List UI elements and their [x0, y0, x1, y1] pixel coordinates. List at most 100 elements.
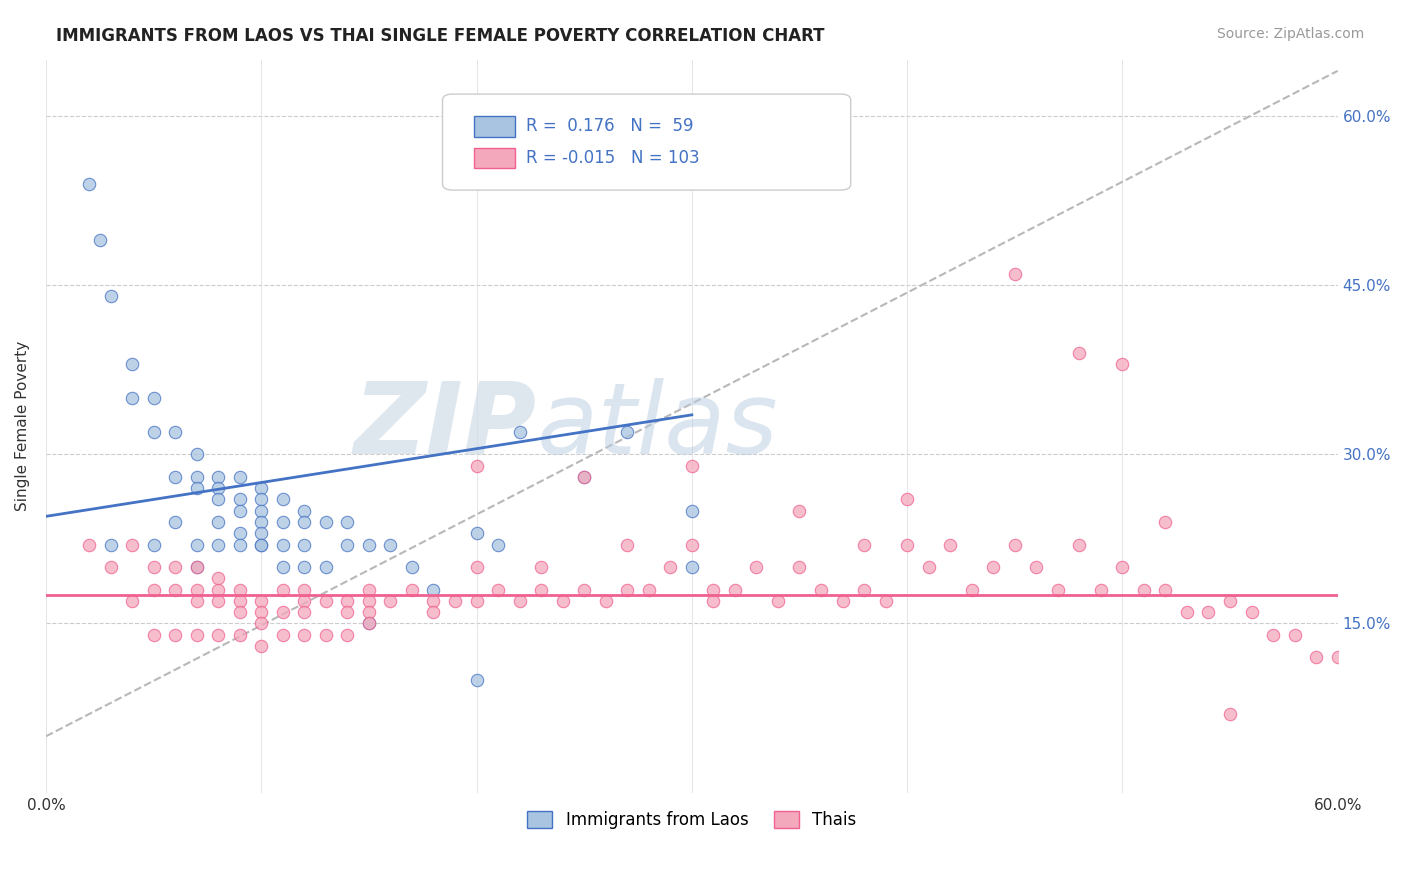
Point [1261, 628, 1284, 642]
Point [292, 515, 315, 529]
Point [681, 504, 703, 518]
Point [465, 458, 488, 473]
Point [250, 594, 273, 608]
Point [896, 537, 918, 551]
Point [1284, 628, 1306, 642]
Point [165, 425, 187, 439]
Point [1025, 560, 1047, 574]
Point [292, 504, 315, 518]
Point [165, 582, 187, 597]
Text: R = -0.015   N = 103: R = -0.015 N = 103 [526, 149, 700, 167]
Y-axis label: Single Female Poverty: Single Female Poverty [15, 341, 30, 511]
Point [207, 481, 229, 495]
Point [250, 515, 273, 529]
Point [444, 594, 467, 608]
Point [422, 605, 444, 619]
Point [616, 425, 638, 439]
Point [271, 515, 294, 529]
Point [142, 537, 165, 551]
Point [121, 594, 143, 608]
Point [100, 537, 122, 551]
Point [250, 537, 273, 551]
Point [1154, 515, 1177, 529]
Point [292, 594, 315, 608]
Point [207, 515, 229, 529]
Point [1069, 537, 1091, 551]
Point [186, 481, 208, 495]
Point [250, 481, 273, 495]
Point [186, 628, 208, 642]
Point [207, 470, 229, 484]
Point [595, 594, 617, 608]
Point [401, 582, 423, 597]
Point [551, 594, 574, 608]
Point [853, 537, 876, 551]
Point [530, 560, 553, 574]
Point [380, 594, 402, 608]
Point [315, 594, 337, 608]
Point [401, 560, 423, 574]
Point [228, 492, 250, 507]
Point [186, 560, 208, 574]
Point [142, 582, 165, 597]
Point [89, 233, 111, 247]
Point [336, 594, 359, 608]
Point [250, 616, 273, 631]
Point [357, 616, 380, 631]
Text: IMMIGRANTS FROM LAOS VS THAI SINGLE FEMALE POVERTY CORRELATION CHART: IMMIGRANTS FROM LAOS VS THAI SINGLE FEMA… [56, 27, 825, 45]
Point [142, 425, 165, 439]
Point [1004, 537, 1026, 551]
Point [572, 582, 595, 597]
Point [1175, 605, 1198, 619]
Point [917, 560, 939, 574]
Point [292, 628, 315, 642]
Point [810, 582, 832, 597]
Point [292, 537, 315, 551]
Point [228, 526, 250, 541]
Point [380, 537, 402, 551]
Point [271, 560, 294, 574]
Text: atlas: atlas [537, 377, 779, 475]
Point [357, 537, 380, 551]
Point [981, 560, 1004, 574]
Point [486, 537, 509, 551]
Point [165, 560, 187, 574]
Point [250, 504, 273, 518]
Point [336, 537, 359, 551]
Point [207, 628, 229, 642]
Point [165, 628, 187, 642]
Point [637, 582, 659, 597]
Point [896, 492, 918, 507]
Point [292, 582, 315, 597]
Point [228, 504, 250, 518]
Point [1004, 267, 1026, 281]
Point [250, 639, 273, 653]
Point [207, 582, 229, 597]
Point [681, 537, 703, 551]
Point [766, 594, 789, 608]
Point [1219, 594, 1241, 608]
Point [121, 357, 143, 371]
Point [228, 594, 250, 608]
Point [292, 560, 315, 574]
Point [1198, 605, 1220, 619]
Point [271, 582, 294, 597]
Point [486, 582, 509, 597]
Point [572, 470, 595, 484]
Text: R =  0.176   N =  59: R = 0.176 N = 59 [526, 118, 695, 136]
Point [357, 616, 380, 631]
Point [465, 673, 488, 687]
Point [1111, 357, 1133, 371]
Point [465, 526, 488, 541]
Point [228, 470, 250, 484]
Point [336, 605, 359, 619]
Point [1154, 582, 1177, 597]
Point [250, 537, 273, 551]
Point [77, 537, 100, 551]
Point [681, 458, 703, 473]
Point [315, 515, 337, 529]
Point [315, 628, 337, 642]
Point [315, 560, 337, 574]
Point [100, 560, 122, 574]
Point [1090, 582, 1112, 597]
